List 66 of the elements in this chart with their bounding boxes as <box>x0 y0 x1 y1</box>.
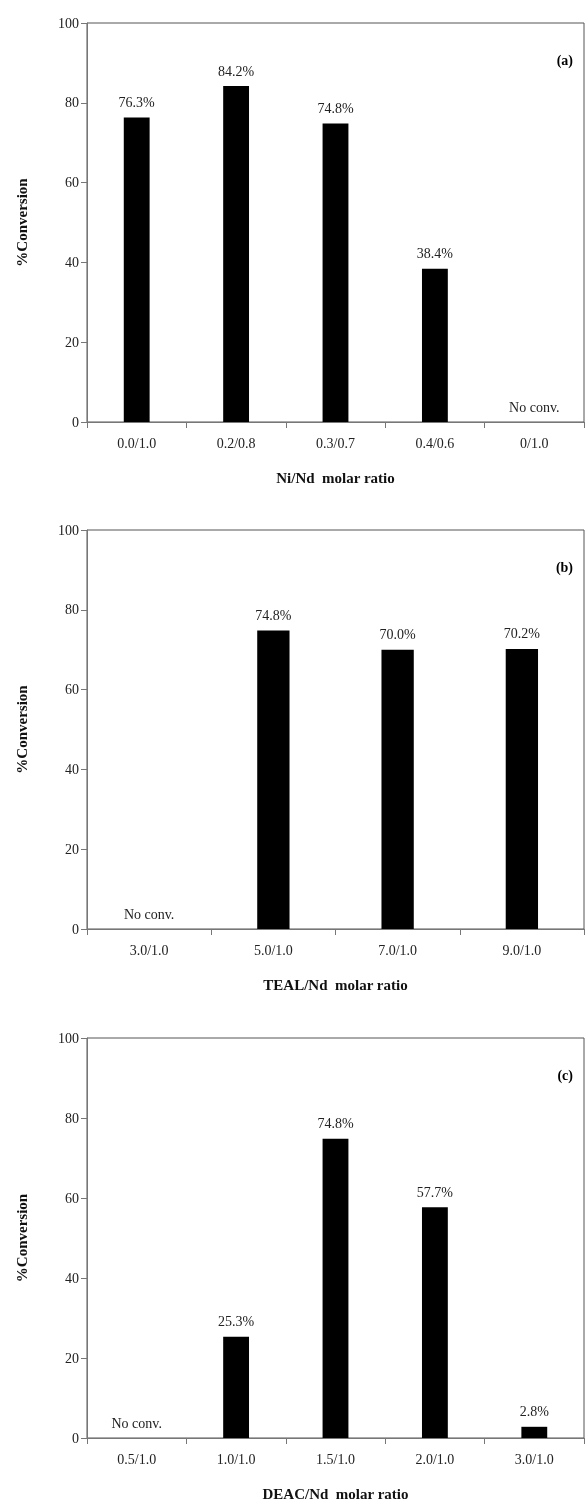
data-label: No conv. <box>123 906 175 922</box>
y-tick-label: 100 <box>58 15 79 31</box>
y-tick-label: 60 <box>65 175 79 191</box>
data-label: 74.8% <box>317 1116 354 1132</box>
annotation: (c) <box>557 1067 574 1084</box>
data-label: 76.3% <box>118 95 156 111</box>
y-tick-label: 40 <box>65 254 79 270</box>
y-tick-label: 60 <box>65 1190 79 1206</box>
y-tick-label: 80 <box>65 1110 79 1126</box>
x-tick-label: 0.4/0.6 <box>415 435 455 451</box>
bar <box>421 268 448 422</box>
y-tick-label: 40 <box>65 1270 79 1286</box>
bar <box>322 1138 349 1438</box>
data-label: 38.4% <box>416 246 454 262</box>
data-label: 74.8% <box>317 101 354 117</box>
x-tick-label: 3.0/1.0 <box>129 942 169 958</box>
data-label: No conv. <box>509 399 560 415</box>
y-tick-label: 20 <box>65 334 79 350</box>
x-tick-label: 7.0/1.0 <box>378 942 418 958</box>
y-axis-title: %Conversion <box>13 1193 30 1283</box>
bar <box>421 1207 448 1438</box>
y-axis-title: %Conversion <box>13 177 30 267</box>
y-tick-label: 0 <box>72 1430 79 1446</box>
bar <box>223 86 250 422</box>
y-tick-label: 20 <box>65 1350 79 1366</box>
y-tick-label: 80 <box>65 95 79 111</box>
bar <box>521 1426 548 1438</box>
bar <box>322 123 349 422</box>
x-tick-label: 0.5/1.0 <box>117 1451 157 1467</box>
x-tick-label: 5.0/1.0 <box>253 942 293 958</box>
data-label: No conv. <box>111 1415 162 1431</box>
y-tick-label: 0 <box>72 921 79 937</box>
data-label: 25.3% <box>218 1314 255 1330</box>
x-tick-label: 2.0/1.0 <box>415 1451 455 1467</box>
x-tick-label: 0.0/1.0 <box>117 435 157 451</box>
y-tick-label: 100 <box>58 522 79 538</box>
data-label: 74.8% <box>255 608 292 624</box>
y-tick-label: 20 <box>65 841 79 857</box>
x-axis-title: DEAC/Nd molar ratio <box>262 1485 409 1502</box>
bar <box>505 648 539 929</box>
x-tick-label: 1.5/1.0 <box>316 1451 355 1467</box>
bar <box>223 1336 250 1438</box>
y-tick-label: 0 <box>72 414 79 430</box>
x-tick-label: 3.0/1.0 <box>514 1451 554 1467</box>
x-axis-title: TEAL/Nd molar ratio <box>263 976 408 993</box>
y-tick-label: 60 <box>65 682 79 698</box>
bar <box>381 649 414 929</box>
annotation: (a) <box>556 52 574 69</box>
y-axis-title: %Conversion <box>13 684 30 774</box>
y-tick-label: 40 <box>65 761 79 777</box>
data-label: 84.2% <box>218 63 255 79</box>
x-tick-label: 0.2/0.8 <box>216 435 256 451</box>
data-label: 70.0% <box>379 627 417 643</box>
y-tick-label: 100 <box>58 1030 79 1046</box>
bar <box>123 117 150 422</box>
y-tick-label: 80 <box>65 602 79 618</box>
x-tick-label: 9.0/1.0 <box>502 942 542 958</box>
data-label: 2.8% <box>519 1404 550 1420</box>
x-tick-label: 0.3/0.7 <box>316 435 355 451</box>
x-tick-label: 1.0/1.0 <box>216 1451 256 1467</box>
x-axis-title: Ni/Nd molar ratio <box>276 469 395 486</box>
bar <box>257 630 290 929</box>
data-label: 57.7% <box>416 1184 454 1200</box>
data-label: 70.2% <box>503 626 541 642</box>
annotation: (b) <box>555 559 574 576</box>
x-tick-label: 0/1.0 <box>520 435 549 451</box>
